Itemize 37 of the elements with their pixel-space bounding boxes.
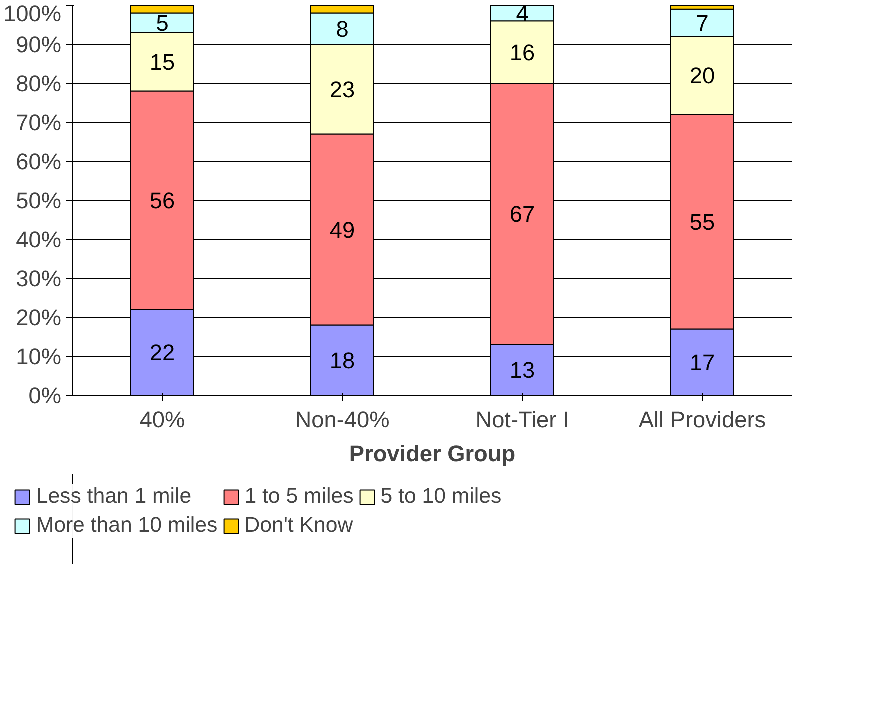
- x-tick-label: Not-Tier I: [476, 406, 570, 432]
- legend-label: 5 to 10 miles: [380, 484, 502, 509]
- x-tick-label: 40%: [140, 406, 186, 432]
- data-label: 20: [690, 62, 716, 89]
- data-label: 55: [690, 208, 716, 235]
- legend-label: Don't Know: [244, 513, 354, 538]
- y-tick-label: 10%: [16, 344, 62, 370]
- data-label: 8: [336, 16, 349, 42]
- data-label: 18: [330, 347, 356, 374]
- data-label: 15: [150, 49, 176, 76]
- y-tick-label: 40%: [16, 226, 62, 252]
- data-label: 22: [150, 340, 176, 366]
- data-label: 7: [696, 10, 709, 36]
- y-tick-label: 90%: [16, 32, 62, 58]
- x-tick-label: Non-40%: [295, 406, 390, 432]
- data-label: 5: [156, 10, 169, 36]
- data-label: 4: [516, 0, 529, 26]
- data-label: 17: [690, 349, 716, 376]
- y-tick-label: 20%: [16, 304, 62, 330]
- data-label: 67: [510, 201, 536, 228]
- data-label: 13: [510, 357, 536, 384]
- y-tick-label: 0%: [28, 382, 62, 408]
- y-tick-label: 70%: [16, 110, 62, 136]
- x-tick-label: All Providers: [638, 406, 766, 432]
- y-tick-label: 80%: [16, 70, 62, 96]
- legend-label: 1 to 5 miles: [244, 484, 354, 509]
- y-tick-label: 100%: [4, 0, 62, 26]
- y-tick-label: 50%: [16, 188, 62, 214]
- legend-label: Less than 1 mile: [36, 484, 192, 509]
- data-label: 56: [150, 188, 176, 214]
- data-label: 16: [510, 39, 536, 66]
- data-label: 23: [330, 76, 356, 102]
- data-label: 49: [330, 216, 356, 243]
- legend-label: More than 10 miles: [36, 513, 218, 538]
- x-axis-title: Provider Group: [349, 440, 516, 466]
- y-tick-label: 30%: [16, 266, 62, 292]
- y-tick-label: 60%: [16, 148, 62, 174]
